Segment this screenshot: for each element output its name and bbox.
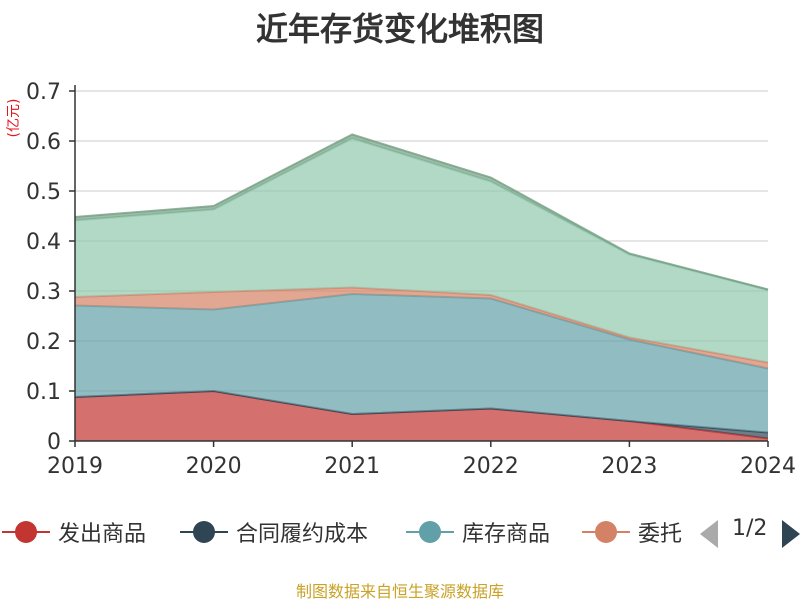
x-tick-label: 2021: [324, 454, 380, 479]
legend-prev-arrow[interactable]: [700, 520, 718, 548]
area-series-委托加工物资: [75, 287, 768, 369]
legend-page-indicator: 1/2: [732, 516, 768, 541]
legend-swatch-icon: [2, 521, 50, 543]
legend-swatch-icon: [582, 521, 630, 543]
area-line-在产品: [74, 133, 769, 291]
y-tick-label: 0.7: [26, 80, 61, 105]
y-tick-label: 0.2: [26, 330, 61, 355]
legend-item[interactable]: 委托: [580, 512, 682, 552]
x-tick-label: 2024: [740, 454, 796, 479]
legend-swatch-icon: [180, 521, 228, 543]
legend-label: 委托: [638, 522, 682, 547]
data-source-footer: 制图数据来自恒生聚源数据库: [295, 582, 504, 601]
x-tick-label: 2019: [47, 454, 103, 479]
chart-title: 近年存货变化堆积图: [255, 10, 544, 48]
y-tick-label: 0.3: [26, 280, 61, 305]
legend-label: 发出商品: [58, 522, 147, 547]
x-tick-label: 2022: [463, 454, 519, 479]
x-tick-label: 2023: [601, 454, 657, 479]
area-series-库存商品: [75, 294, 768, 433]
area-series-原材料: [75, 138, 768, 363]
legend-item[interactable]: 发出商品: [0, 512, 146, 552]
y-tick-label: 0.5: [26, 180, 61, 205]
axes: [69, 85, 769, 447]
tick-labels: 0 0.1 0.2 0.3 0.4 0.5 0.6 0.7 2019 2020 2021 2022 20…: [26, 80, 796, 479]
x-tick-label: 2020: [186, 454, 242, 479]
area-series: [74, 133, 769, 441]
y-tick-label: 0.4: [26, 230, 61, 255]
legend-item[interactable]: 合同履约成本: [178, 512, 368, 552]
y-tick-label: 0.1: [26, 380, 61, 405]
legend-label: 合同履约成本: [236, 522, 369, 547]
legend-next-arrow[interactable]: [782, 520, 800, 548]
legend-item[interactable]: 库存商品: [404, 512, 550, 552]
y-tick-label: 0.6: [26, 130, 61, 155]
y-axis-unit-label: (亿元): [6, 99, 22, 138]
y-tick-label: 0: [47, 430, 61, 455]
legend-label: 库存商品: [462, 522, 551, 547]
area-series-发出商品: [75, 391, 768, 441]
legend-swatch-icon: [406, 521, 454, 543]
